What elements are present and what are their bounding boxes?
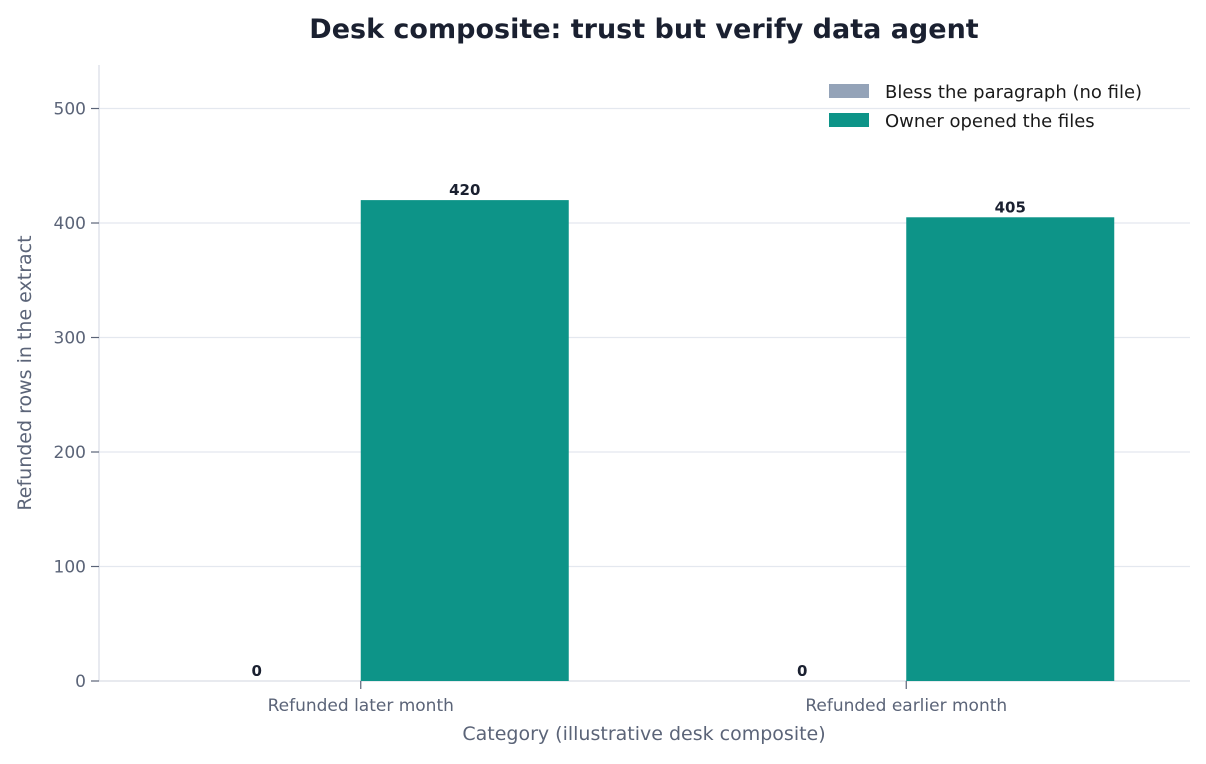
y-tick-label: 0 [75,672,86,692]
y-tick-label: 100 [54,558,86,578]
chart-title: Desk composite: trust but verify data ag… [309,14,979,45]
bar-value-label: 420 [449,181,480,199]
bar-value-label: 0 [797,662,807,680]
y-ticks: 0 100 200 300 400 500 [54,100,99,692]
y-tick-label: 200 [54,443,86,463]
x-ticks: Refunded later month Refunded earlier mon… [268,681,1007,716]
legend-label: Bless the paragraph (no file) [885,82,1142,103]
y-tick-label: 400 [54,214,86,234]
legend: Bless the paragraph (no file) Owner opene… [829,82,1142,132]
x-tick-label: Refunded earlier month [805,696,1007,716]
bars [360,200,1115,682]
bar [906,217,1115,681]
bar [360,200,569,682]
y-axis-label: Refunded rows in the extract [14,235,36,510]
legend-swatch [829,84,869,98]
bar-value-label: 0 [252,662,262,680]
x-tick-label: Refunded later month [268,696,454,716]
legend-label: Owner opened the files [885,111,1095,132]
bar-value-label: 405 [995,198,1026,216]
y-tick-label: 300 [54,329,86,349]
bar-value-labels: 0 420 0 405 [252,181,1026,680]
y-tick-label: 500 [54,100,86,120]
x-axis-label: Category (illustrative desk composite) [462,723,825,745]
legend-swatch [829,113,869,127]
